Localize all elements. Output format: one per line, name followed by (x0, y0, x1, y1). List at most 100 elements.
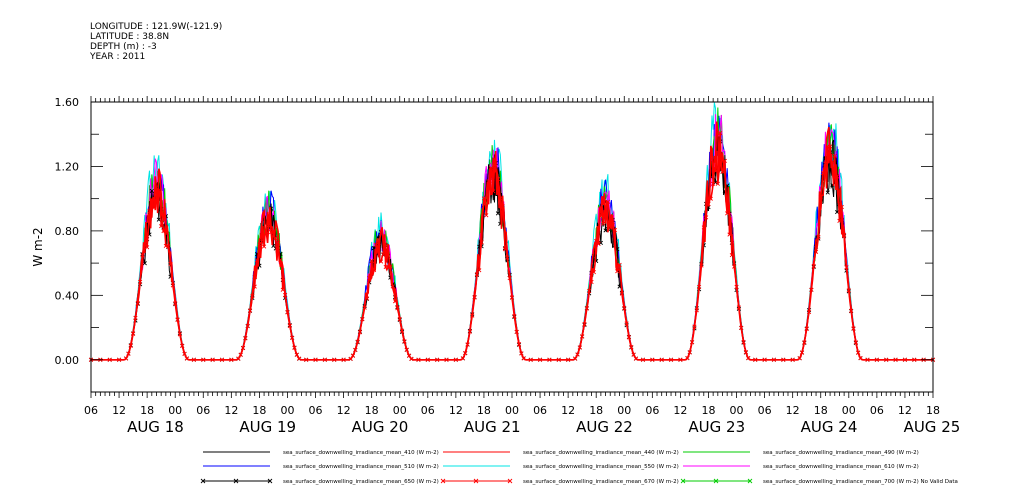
series-marker-7 (271, 228, 276, 234)
series-marker-7 (145, 245, 150, 250)
series-marker-7 (474, 272, 480, 277)
series-marker-7 (137, 279, 143, 285)
legend-label: sea_surface_downwelling_irradiance_mean_… (763, 450, 919, 456)
series-marker-7 (467, 329, 473, 334)
series-marker-7 (834, 174, 840, 179)
legend-label: sea_surface_downwelling_irradiance_mean_… (283, 450, 439, 456)
legend-label: sea_surface_downwelling_irradiance_mean_… (523, 464, 679, 470)
series-marker-7 (589, 279, 594, 285)
x-tick-label: 06 (533, 404, 547, 417)
x-tick-label: 18 (477, 404, 491, 417)
series-marker-7 (322, 357, 328, 362)
series-marker-7 (381, 252, 386, 257)
series-marker-7 (364, 296, 370, 301)
series-marker-7 (736, 305, 741, 310)
x-tick-label: 18 (926, 404, 940, 417)
x-tick-label: 12 (673, 404, 687, 417)
series-marker-7 (493, 169, 498, 174)
series-marker-7 (257, 242, 262, 247)
series-marker-7 (816, 234, 821, 240)
series-marker-7 (460, 356, 466, 361)
series-marker-7 (304, 357, 309, 362)
series-marker-7 (575, 352, 580, 357)
x-tick-label: 18 (252, 404, 266, 417)
series-marker-7 (404, 347, 409, 352)
series-marker-7 (170, 283, 175, 288)
series-marker-7 (753, 357, 758, 362)
series-marker-7 (696, 284, 702, 290)
series-marker-7 (603, 210, 608, 215)
series-marker-7 (285, 310, 290, 315)
series-marker-7 (893, 357, 898, 362)
series-marker-7 (156, 188, 161, 193)
series-marker-6 (495, 211, 501, 216)
series-marker-7 (395, 306, 400, 311)
x-tick-label: 18 (814, 404, 828, 417)
series-marker-7 (463, 350, 468, 356)
series-marker-7 (500, 204, 505, 209)
series-marker-7 (858, 356, 863, 361)
series-marker-7 (477, 268, 482, 273)
series-marker-7 (741, 339, 746, 345)
series-marker-7 (287, 323, 292, 329)
legend-marker (713, 478, 719, 484)
series-marker-7 (168, 261, 173, 266)
series-marker-7 (243, 336, 248, 341)
series-marker-7 (292, 345, 297, 351)
series-marker-7 (711, 181, 716, 186)
series-marker-7 (140, 253, 145, 258)
series-marker-7 (201, 357, 206, 362)
series-marker-7 (509, 295, 515, 300)
series-marker-7 (823, 161, 828, 166)
x-tick-label: 18 (589, 404, 603, 417)
day-label: AUG 20 (352, 418, 409, 436)
series-marker-7 (729, 253, 734, 258)
series-marker-7 (626, 335, 632, 340)
series-marker-7 (902, 357, 908, 362)
series-marker-7 (357, 330, 363, 335)
series-marker-7 (577, 345, 582, 350)
legend-label: sea_surface_downwelling_irradiance_mean_… (763, 464, 919, 470)
series-marker-7 (154, 189, 159, 194)
series-marker-7 (350, 353, 356, 358)
series-marker-7 (294, 352, 299, 357)
series-marker-7 (704, 215, 709, 220)
day-label: AUG 22 (576, 418, 633, 436)
series-line-7 (91, 133, 933, 361)
series-marker-7 (376, 240, 381, 246)
series-marker-7 (874, 357, 879, 362)
series-marker-7 (806, 309, 812, 315)
legend-marker (440, 478, 446, 484)
series-marker-7 (152, 205, 157, 210)
y-tick-label: 1.20 (55, 160, 80, 173)
series-marker-7 (633, 356, 639, 361)
series-marker-7 (811, 263, 816, 269)
series-marker-7 (175, 317, 180, 322)
x-tick-label: 06 (196, 404, 210, 417)
x-tick-label: 12 (224, 404, 238, 417)
plot-frame (90, 101, 934, 393)
legend-label: sea_surface_downwelling_irradiance_mean_… (283, 479, 439, 485)
series-marker-7 (353, 347, 358, 353)
axis-ticks (90, 96, 934, 398)
x-tick-label: 06 (421, 404, 435, 417)
series-marker-7 (722, 158, 727, 163)
x-tick-label: 12 (112, 404, 126, 417)
series-marker-7 (362, 305, 367, 310)
day-label: AUG 18 (127, 418, 184, 436)
series-marker-7 (378, 259, 384, 264)
series-marker-7 (369, 258, 374, 263)
series-marker-7 (268, 230, 274, 235)
series-marker-7 (116, 357, 122, 362)
series-marker-7 (180, 343, 185, 348)
series-marker-7 (348, 356, 353, 361)
series-marker-7 (142, 242, 147, 247)
series-marker-7 (177, 332, 182, 337)
series-marker-7 (685, 356, 690, 361)
x-tick-label: 06 (84, 404, 98, 417)
x-tick-label: 12 (449, 404, 463, 417)
series-marker-7 (107, 357, 112, 362)
series-marker-7 (406, 353, 412, 358)
series-marker-7 (519, 351, 524, 356)
